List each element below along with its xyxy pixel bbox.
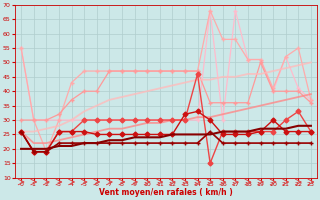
X-axis label: Vent moyen/en rafales ( km/h ): Vent moyen/en rafales ( km/h )	[99, 188, 233, 197]
